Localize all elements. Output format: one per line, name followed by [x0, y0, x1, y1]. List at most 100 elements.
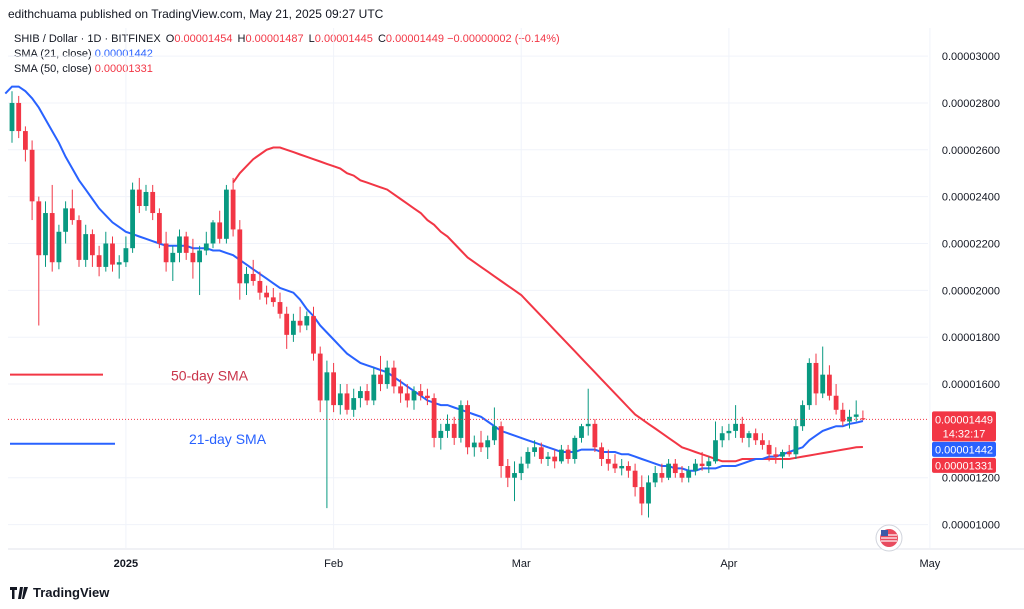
candle-body[interactable]	[163, 243, 169, 263]
candle-body[interactable]	[800, 405, 805, 427]
candle-body[interactable]	[733, 423, 738, 431]
candle-body[interactable]	[69, 208, 75, 221]
candle-body[interactable]	[103, 243, 109, 267]
candle-body[interactable]	[706, 461, 712, 467]
candle-body[interactable]	[679, 473, 685, 478]
candle-body[interactable]	[746, 433, 752, 438]
candle-body[interactable]	[284, 313, 290, 335]
candle-body[interactable]	[793, 426, 799, 455]
candle-body[interactable]	[820, 374, 826, 394]
candle-body[interactable]	[116, 262, 122, 265]
candle-body[interactable]	[518, 463, 524, 474]
candle-body[interactable]	[833, 395, 839, 410]
candle-body[interactable]	[619, 466, 625, 469]
candle-body[interactable]	[693, 463, 698, 471]
candle-body[interactable]	[36, 201, 42, 256]
candle-body[interactable]	[257, 280, 263, 293]
candle-body[interactable]	[827, 374, 832, 396]
candle-body[interactable]	[659, 473, 665, 478]
candle-body[interactable]	[773, 454, 779, 457]
candle-body[interactable]	[210, 222, 216, 244]
candle-body[interactable]	[431, 398, 437, 438]
candle-body[interactable]	[398, 386, 403, 394]
candle-body[interactable]	[478, 442, 484, 448]
legend-symbol[interactable]: SHIB / Dollar · 1D · BITFINEX	[14, 33, 161, 45]
candle-body[interactable]	[56, 231, 62, 263]
candle-body[interactable]	[237, 229, 243, 284]
candle-body[interactable]	[170, 252, 176, 263]
candle-body[interactable]	[90, 234, 95, 256]
candle-body[interactable]	[63, 208, 68, 232]
candle-body[interactable]	[391, 367, 397, 387]
candle-body[interactable]	[599, 447, 604, 459]
candle-body[interactable]	[203, 243, 209, 251]
candle-body[interactable]	[445, 423, 450, 431]
candle-body[interactable]	[344, 393, 350, 410]
candle-body[interactable]	[83, 234, 89, 260]
candle-body[interactable]	[585, 423, 591, 427]
candle-body[interactable]	[143, 191, 149, 207]
candle-body[interactable]	[538, 447, 544, 459]
candle-body[interactable]	[512, 473, 517, 478]
candle-body[interactable]	[666, 463, 671, 478]
candle-body[interactable]	[371, 374, 377, 401]
candle-body[interactable]	[150, 191, 156, 214]
candle-body[interactable]	[860, 418, 866, 420]
candle-body[interactable]	[719, 433, 725, 441]
candle-body[interactable]	[525, 451, 531, 464]
candle-body[interactable]	[686, 470, 692, 478]
candle-body[interactable]	[766, 444, 772, 455]
candle-body[interactable]	[760, 440, 765, 445]
candle-body[interactable]	[384, 367, 390, 385]
legend-sma21-row[interactable]: SMA (21, close) 0.00001442	[14, 47, 560, 62]
candle-body[interactable]	[572, 437, 578, 459]
candle-body[interactable]	[559, 449, 564, 462]
candle-body[interactable]	[358, 391, 363, 399]
candle-body[interactable]	[351, 398, 357, 410]
candle-body[interactable]	[498, 426, 504, 467]
candle-body[interactable]	[217, 222, 223, 239]
candle-body[interactable]	[739, 423, 745, 438]
candle-body[interactable]	[404, 393, 410, 401]
candle-body[interactable]	[197, 250, 202, 263]
candle-body[interactable]	[177, 236, 182, 253]
candle-body[interactable]	[311, 316, 316, 354]
candle-body[interactable]	[264, 292, 269, 298]
candle-body[interactable]	[418, 391, 424, 396]
candle-body[interactable]	[123, 248, 129, 263]
candle-body[interactable]	[110, 243, 115, 265]
candle-body[interactable]	[806, 362, 812, 406]
candle-body[interactable]	[425, 395, 430, 399]
candle-body[interactable]	[291, 320, 296, 335]
candle-body[interactable]	[612, 463, 618, 469]
candle-body[interactable]	[364, 391, 370, 401]
candle-body[interactable]	[16, 102, 22, 132]
candle-body[interactable]	[646, 482, 651, 504]
candle-body[interactable]	[786, 451, 792, 455]
candle-body[interactable]	[626, 466, 631, 471]
candle-body[interactable]	[847, 416, 852, 422]
candle-body[interactable]	[753, 433, 759, 441]
candle-body[interactable]	[605, 458, 611, 464]
candle-body[interactable]	[840, 409, 846, 422]
candle-body[interactable]	[43, 213, 48, 256]
candle-body[interactable]	[304, 316, 310, 326]
candle-body[interactable]	[230, 189, 236, 230]
candle-body[interactable]	[76, 220, 82, 260]
candle-body[interactable]	[552, 456, 558, 462]
candle-body[interactable]	[471, 442, 477, 448]
candle-body[interactable]	[270, 297, 276, 303]
candle-body[interactable]	[136, 189, 142, 207]
candle-body[interactable]	[565, 449, 571, 459]
legend-sma50-row[interactable]: SMA (50, close) 0.00001331	[14, 62, 560, 77]
candle-body[interactable]	[157, 213, 162, 244]
candle-body[interactable]	[250, 273, 256, 281]
candle-body[interactable]	[378, 374, 383, 385]
candle-body[interactable]	[465, 405, 470, 448]
candle-body[interactable]	[317, 353, 323, 401]
candle-body[interactable]	[639, 487, 645, 504]
candle-body[interactable]	[813, 362, 819, 394]
candle-body[interactable]	[9, 102, 15, 132]
candle-body[interactable]	[411, 391, 417, 401]
